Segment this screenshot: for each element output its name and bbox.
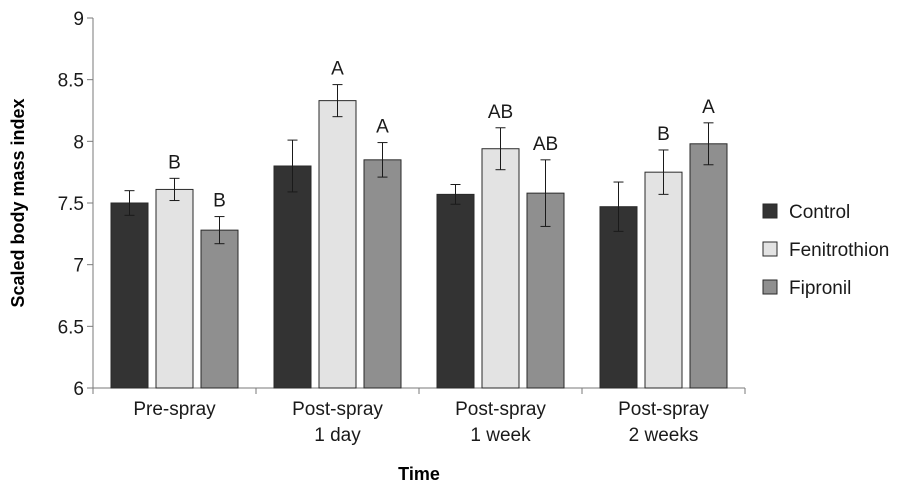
x-axis: Pre-spray Post-spray 1 day Post-spray 1 week… bbox=[92, 387, 746, 446]
x-tick-label-line: Post-spray bbox=[455, 399, 546, 420]
y-tick-label: 7.5 bbox=[58, 194, 84, 215]
legend-swatch bbox=[762, 241, 778, 257]
y-axis-title: Scaled body mass index bbox=[8, 98, 28, 307]
bar bbox=[110, 202, 149, 389]
x-tick-label: Post-spray 1 week bbox=[455, 399, 546, 446]
significance-label: AB bbox=[533, 134, 558, 155]
y-tick-label: 8 bbox=[73, 132, 84, 153]
bar bbox=[689, 143, 728, 389]
y-axis: 6 6.5 7 7.5 8 8.5 9 bbox=[58, 9, 94, 400]
y-tick-label: 9 bbox=[73, 9, 84, 30]
significance-label: B bbox=[657, 124, 670, 145]
significance-label: A bbox=[376, 117, 389, 138]
x-tick-label-line: Post-spray bbox=[618, 399, 709, 420]
x-tick-label: Post-spray 1 day bbox=[292, 399, 383, 446]
x-tick-label-line: 1 week bbox=[470, 425, 531, 446]
legend-label: Control bbox=[789, 202, 850, 223]
y-tick-label: 6.5 bbox=[58, 317, 84, 338]
x-tick-label-line: Pre-spray bbox=[133, 399, 216, 420]
x-axis-title: Time bbox=[398, 464, 440, 484]
x-tick-label-line: Post-spray bbox=[292, 399, 383, 420]
y-tick-label: 6 bbox=[73, 379, 84, 400]
bar bbox=[644, 171, 683, 389]
legend: Control Fenitrothion Fipronil bbox=[762, 202, 889, 299]
legend-label: Fipronil bbox=[789, 278, 851, 299]
bar bbox=[273, 165, 312, 389]
legend-swatch bbox=[762, 203, 778, 219]
bar bbox=[318, 100, 357, 389]
legend-label: Fenitrothion bbox=[789, 240, 889, 261]
x-tick-label: Post-spray 2 weeks bbox=[618, 399, 709, 446]
significance-label: AB bbox=[488, 102, 513, 123]
bar bbox=[481, 148, 520, 389]
bar bbox=[155, 188, 194, 389]
x-tick-label-line: 1 day bbox=[314, 425, 361, 446]
bars: B A AB B B A AB A bbox=[110, 59, 728, 389]
legend-swatch bbox=[762, 279, 778, 295]
bar bbox=[200, 229, 239, 389]
x-tick-label: Pre-spray bbox=[133, 399, 216, 420]
significance-label: B bbox=[213, 191, 226, 212]
y-tick-label: 7 bbox=[73, 256, 84, 277]
bar bbox=[363, 159, 402, 389]
bar bbox=[599, 206, 638, 389]
y-tick-label: 8.5 bbox=[58, 71, 84, 92]
significance-label: B bbox=[168, 152, 181, 173]
significance-label: A bbox=[331, 59, 344, 80]
bar bbox=[436, 193, 475, 389]
x-tick-label-line: 2 weeks bbox=[629, 425, 699, 446]
significance-label: A bbox=[702, 97, 715, 118]
